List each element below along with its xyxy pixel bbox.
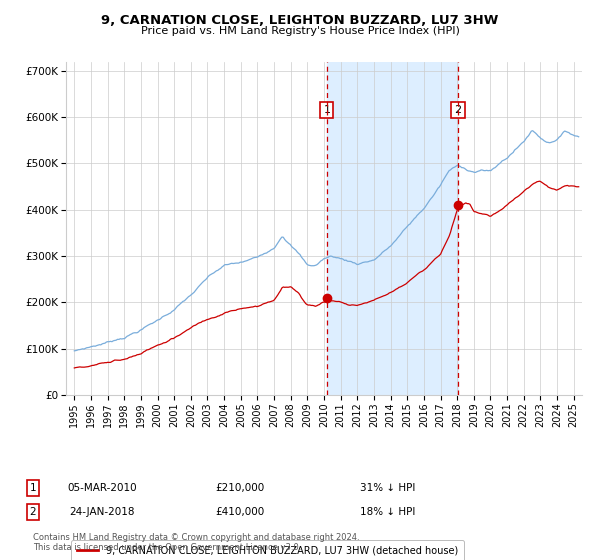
Text: This data is licensed under the Open Government Licence v3.0.: This data is licensed under the Open Gov…: [33, 543, 301, 552]
Text: Price paid vs. HM Land Registry's House Price Index (HPI): Price paid vs. HM Land Registry's House …: [140, 26, 460, 36]
Text: £410,000: £410,000: [215, 507, 265, 517]
Text: Contains HM Land Registry data © Crown copyright and database right 2024.: Contains HM Land Registry data © Crown c…: [33, 533, 359, 542]
Text: 24-JAN-2018: 24-JAN-2018: [69, 507, 135, 517]
Text: 31% ↓ HPI: 31% ↓ HPI: [360, 483, 415, 493]
Text: 9, CARNATION CLOSE, LEIGHTON BUZZARD, LU7 3HW: 9, CARNATION CLOSE, LEIGHTON BUZZARD, LU…: [101, 14, 499, 27]
Text: 1: 1: [323, 105, 331, 115]
Text: 05-MAR-2010: 05-MAR-2010: [67, 483, 137, 493]
Text: 2: 2: [29, 507, 37, 517]
Text: 18% ↓ HPI: 18% ↓ HPI: [360, 507, 415, 517]
Bar: [327, 62, 458, 395]
Text: 2: 2: [455, 105, 462, 115]
Text: 1: 1: [29, 483, 37, 493]
Legend: 9, CARNATION CLOSE, LEIGHTON BUZZARD, LU7 3HW (detached house), HPI: Average pri: 9, CARNATION CLOSE, LEIGHTON BUZZARD, LU…: [71, 540, 464, 560]
Text: £210,000: £210,000: [215, 483, 265, 493]
